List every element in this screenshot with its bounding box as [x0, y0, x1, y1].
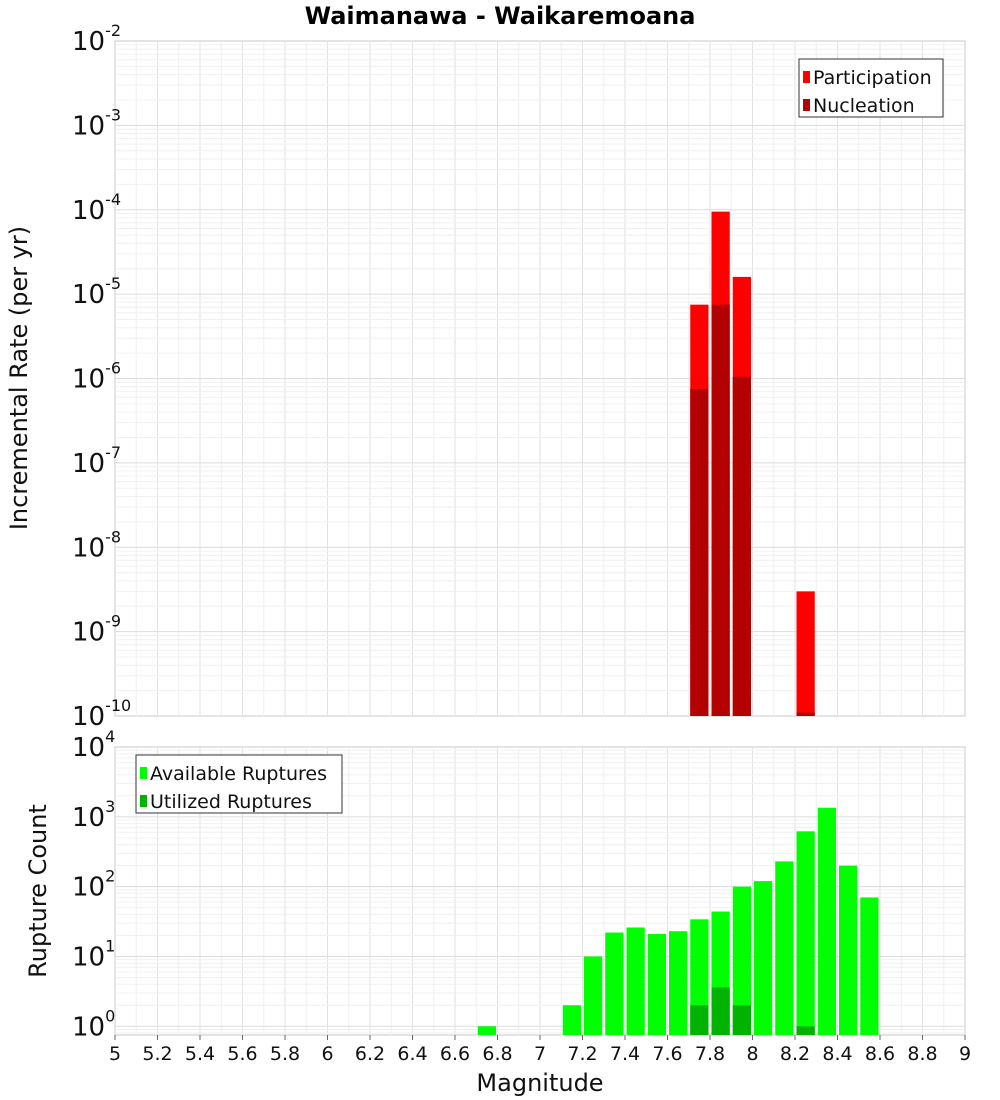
bottom-bars	[477, 807, 879, 1035]
legend-entry: Participation	[813, 67, 932, 89]
x-tick-label: 7.8	[695, 1043, 725, 1065]
x-tick-label: 6.4	[397, 1043, 427, 1065]
legend-swatch	[140, 795, 147, 807]
available-ruptures-bar	[754, 881, 773, 1035]
top-legend: Participation Nucleation	[798, 58, 944, 118]
nucleation-bar	[711, 304, 730, 716]
x-tick-label: 8.4	[822, 1043, 852, 1065]
x-tick-label: 6.2	[355, 1043, 385, 1065]
y-tick-label: 10-8	[72, 527, 121, 563]
y-tick-label: 10-7	[72, 443, 121, 479]
x-tick-label: 8	[746, 1043, 758, 1065]
x-tick-label: 5	[109, 1043, 121, 1065]
y-tick-label: 101	[72, 936, 115, 972]
legend-entry: Available Ruptures	[150, 763, 327, 785]
available-ruptures-bar	[584, 956, 603, 1035]
legend-entry: Nucleation	[813, 95, 915, 117]
available-ruptures-bar	[647, 933, 666, 1035]
x-tick-label: 5.4	[185, 1043, 215, 1065]
available-ruptures-bar	[605, 932, 624, 1035]
y-tick-label: 10-2	[72, 21, 121, 57]
nucleation-bar	[690, 389, 709, 716]
top-y-ticks: 10-2 10-3 10-4 10-5 10-6 10-7 10-8 10-9 10-10	[72, 21, 131, 732]
available-ruptures-bar	[860, 897, 879, 1035]
x-tick-label: 7	[534, 1043, 546, 1065]
y-tick-label: 100	[72, 1006, 115, 1042]
top-y-axis-label: Incremental Rate (per yr)	[5, 226, 33, 530]
legend-box	[798, 58, 944, 118]
available-ruptures-bar	[669, 931, 688, 1035]
x-tick-label: 5.2	[142, 1043, 172, 1065]
x-tick-label: 9	[959, 1043, 971, 1065]
available-ruptures-bar	[775, 861, 794, 1035]
x-tick-label: 6	[321, 1043, 333, 1065]
x-tick-label: 7.2	[567, 1043, 597, 1065]
x-tick-label: 7.4	[610, 1043, 640, 1065]
chart-title: Waimanawa - Waikaremoana	[305, 2, 696, 30]
bottom-legend: Available Ruptures Utilized Ruptures	[135, 754, 343, 814]
y-tick-label: 103	[72, 797, 115, 833]
x-tick-label: 6.8	[482, 1043, 512, 1065]
y-tick-label: 10-3	[72, 105, 121, 141]
bottom-y-ticks: 104 103 102 101 100	[72, 727, 115, 1042]
y-tick-label: 102	[72, 867, 115, 903]
x-axis-label: Magnitude	[476, 1069, 603, 1097]
participation-bar	[796, 591, 815, 716]
x-tick-label: 6.6	[440, 1043, 470, 1065]
available-ruptures-bar	[732, 886, 751, 1035]
available-ruptures-bar	[477, 1026, 496, 1035]
y-tick-label: 10-9	[72, 612, 121, 648]
y-tick-label: 10-6	[72, 359, 121, 395]
utilized-ruptures-bar	[711, 987, 730, 1035]
bottom-panel: 104 103 102 101 100 5 5.2 5.4 5.6 5.8 6 6.2 6.4 6.6 6…	[24, 727, 971, 1097]
top-gridlines	[115, 41, 965, 716]
x-tick-label: 8.8	[907, 1043, 937, 1065]
available-ruptures-bar	[626, 927, 645, 1035]
legend-swatch	[803, 99, 810, 111]
available-ruptures-bar	[817, 807, 836, 1035]
nucleation-bar	[796, 712, 815, 716]
utilized-ruptures-bar	[796, 1026, 815, 1035]
bottom-y-axis-label: Rupture Count	[24, 804, 52, 978]
x-tick-label: 7.6	[652, 1043, 682, 1065]
x-tick-label: 8.2	[780, 1043, 810, 1065]
y-tick-label: 104	[72, 727, 115, 763]
y-tick-label: 10-10	[72, 696, 131, 732]
x-tick-label: 8.6	[865, 1043, 895, 1065]
utilized-ruptures-bar	[732, 1005, 751, 1035]
utilized-ruptures-bar	[690, 1005, 709, 1035]
available-ruptures-bar	[796, 831, 815, 1035]
x-ticks: 5 5.2 5.4 5.6 5.8 6 6.2 6.4 6.6 6.8 7 7.2 7.4 7.6 7.8 8…	[109, 1035, 971, 1065]
available-ruptures-bar	[562, 1005, 581, 1035]
y-tick-label: 10-4	[72, 190, 121, 226]
y-tick-label: 10-5	[72, 274, 121, 310]
x-tick-label: 5.8	[270, 1043, 300, 1065]
legend-entry: Utilized Ruptures	[150, 791, 312, 813]
top-panel: 10-2 10-3 10-4 10-5 10-6 10-7 10-8 10-9 10-10 In…	[5, 21, 966, 732]
legend-swatch	[140, 767, 147, 779]
x-tick-label: 5.6	[227, 1043, 257, 1065]
nucleation-bar	[732, 376, 751, 716]
available-ruptures-bar	[839, 865, 858, 1035]
legend-box	[135, 754, 343, 814]
legend-swatch	[803, 71, 810, 83]
top-bars	[690, 211, 815, 716]
